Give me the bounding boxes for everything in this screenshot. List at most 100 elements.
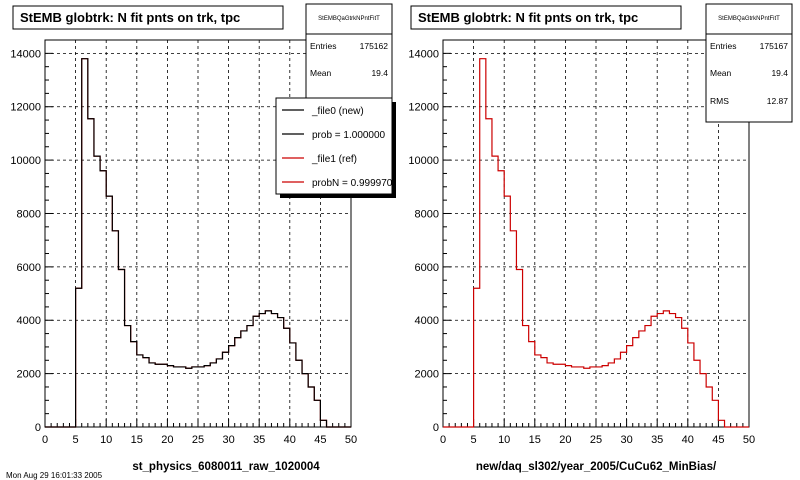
x-tick-label: 50 — [345, 434, 357, 446]
left-legend-box: _file0 (new) prob = 1.000000 _file1 (ref) p… — [275, 97, 396, 198]
y-tick-label: 4000 — [17, 315, 41, 327]
y-tick-label: 14000 — [10, 48, 41, 60]
y-tick-label: 8000 — [415, 208, 439, 220]
histogram-bin — [669, 314, 675, 427]
x-tick-label: 30 — [222, 434, 234, 446]
histogram-bin — [633, 338, 639, 427]
histogram-bin — [480, 59, 486, 427]
right-title-box: StEMB globtrk: N fit pnts on trk, tpc — [410, 5, 682, 30]
x-tick-label: 15 — [131, 434, 143, 446]
stats-row-label: RMS — [710, 96, 729, 106]
histogram-bin — [265, 311, 271, 427]
histogram-bin — [523, 326, 529, 427]
histogram-bin — [590, 367, 596, 427]
y-tick-label: 6000 — [415, 262, 439, 274]
right-plot-area: 0 5 10 15 20 25 30 35 40 45 50 0 2000 4000 6000 8000 100… — [408, 39, 755, 446]
right-histogram-pad: 0 5 10 15 20 25 30 35 40 45 50 0 2000 4000 6000 8000 100… — [396, 0, 800, 473]
histogram-bin — [290, 343, 296, 427]
histogram-bin — [198, 367, 204, 427]
histogram-bin — [284, 328, 290, 427]
histogram-bin — [131, 342, 137, 427]
y-tick-label: 12000 — [10, 102, 41, 114]
left-stats-box: StEMBQaGtrkNPntFitT Entries 175162 Mean 19.4 — [305, 3, 393, 101]
y-tick-label: 10000 — [408, 155, 439, 167]
y-tick-label: 8000 — [17, 208, 41, 220]
y-tick-label: 0 — [433, 422, 439, 434]
histogram-series-line — [443, 58, 749, 428]
histogram-bin — [222, 352, 228, 427]
histogram-bin — [88, 119, 94, 427]
histogram-bin — [204, 366, 210, 427]
histogram-bin — [651, 316, 657, 427]
histogram-bin — [241, 331, 247, 427]
x-tick-label: 25 — [192, 434, 204, 446]
x-tick-label: 0 — [440, 434, 446, 446]
histogram-bin — [486, 119, 492, 427]
histogram-bin — [620, 352, 626, 427]
stats-row-label: Entries — [710, 41, 736, 51]
histogram-bin — [278, 318, 284, 427]
y-tick-label: 0 — [35, 422, 41, 434]
x-tick-label: 25 — [590, 434, 602, 446]
histogram-bin — [247, 326, 253, 427]
y-tick-label: 2000 — [17, 369, 41, 381]
histogram-bin — [82, 59, 88, 427]
stats-frame — [705, 3, 793, 123]
histogram-bin — [118, 270, 124, 427]
histogram-bin — [143, 358, 149, 427]
histogram-bin — [535, 355, 541, 427]
histogram-bin — [565, 366, 571, 427]
histogram-bin — [676, 318, 682, 427]
histogram-bin — [706, 387, 712, 427]
histogram-bin — [210, 363, 216, 427]
y-tick-label: 6000 — [17, 262, 41, 274]
histogram-bin — [657, 314, 663, 427]
left-histogram-pad: 0 5 10 15 20 25 30 35 40 45 50 0 2000 4000 6000 8000 100… — [0, 0, 396, 473]
histogram-bin — [596, 367, 602, 427]
x-tick-label: 35 — [253, 434, 265, 446]
histogram-bin — [584, 368, 590, 427]
histogram-bin — [320, 420, 326, 427]
histogram-bin — [308, 387, 314, 427]
x-tick-label: 10 — [498, 434, 510, 446]
legend-frame — [275, 97, 393, 195]
x-tick-label: 0 — [42, 434, 48, 446]
x-tick-label: 40 — [284, 434, 296, 446]
histogram-bin — [192, 367, 198, 427]
right-stats-box: StEMBQaGtrkNPntFitT Entries 175167 Mean 19.4… — [705, 3, 793, 123]
histogram-bin — [718, 420, 724, 427]
histogram-bin — [504, 196, 510, 427]
x-tick-label: 15 — [529, 434, 541, 446]
histogram-bin — [578, 367, 584, 427]
y-tick-label: 12000 — [408, 102, 439, 114]
stats-row-value: 19.4 — [771, 68, 788, 78]
histogram-bin — [572, 367, 578, 427]
histogram-bin — [516, 270, 522, 427]
histogram-bin — [602, 366, 608, 427]
x-tick-label: 35 — [651, 434, 663, 446]
right-title: StEMB globtrk: N fit pnts on trk, tpc — [418, 10, 638, 25]
histogram-bin — [645, 326, 651, 427]
histogram-bin — [235, 338, 241, 427]
x-tick-label: 40 — [682, 434, 694, 446]
y-tick-label: 10000 — [10, 155, 41, 167]
x-tick-label: 20 — [161, 434, 173, 446]
histogram-bin — [106, 196, 112, 427]
histogram-bin — [712, 400, 718, 427]
histogram-bin — [155, 364, 161, 427]
histogram-bin — [149, 363, 155, 427]
histogram-bin — [559, 364, 565, 427]
histogram-bin — [253, 316, 259, 427]
histogram-bin — [76, 288, 82, 427]
x-tick-label: 45 — [314, 434, 326, 446]
legend-entry-label: prob = 1.000000 — [312, 130, 386, 141]
histogram-bin — [137, 355, 143, 427]
left-title-box: StEMB globtrk: N fit pnts on trk, tpc — [12, 5, 284, 30]
footer-timestamp: Mon Aug 29 16:01:33 2005 — [6, 471, 103, 480]
histogram-bin — [167, 366, 173, 427]
left-x-axis-label: st_physics_6080011_raw_1020004 — [132, 461, 320, 473]
histogram-bin — [94, 156, 100, 427]
stats-row-value: 175162 — [360, 41, 389, 51]
x-tick-label: 5 — [471, 434, 477, 446]
